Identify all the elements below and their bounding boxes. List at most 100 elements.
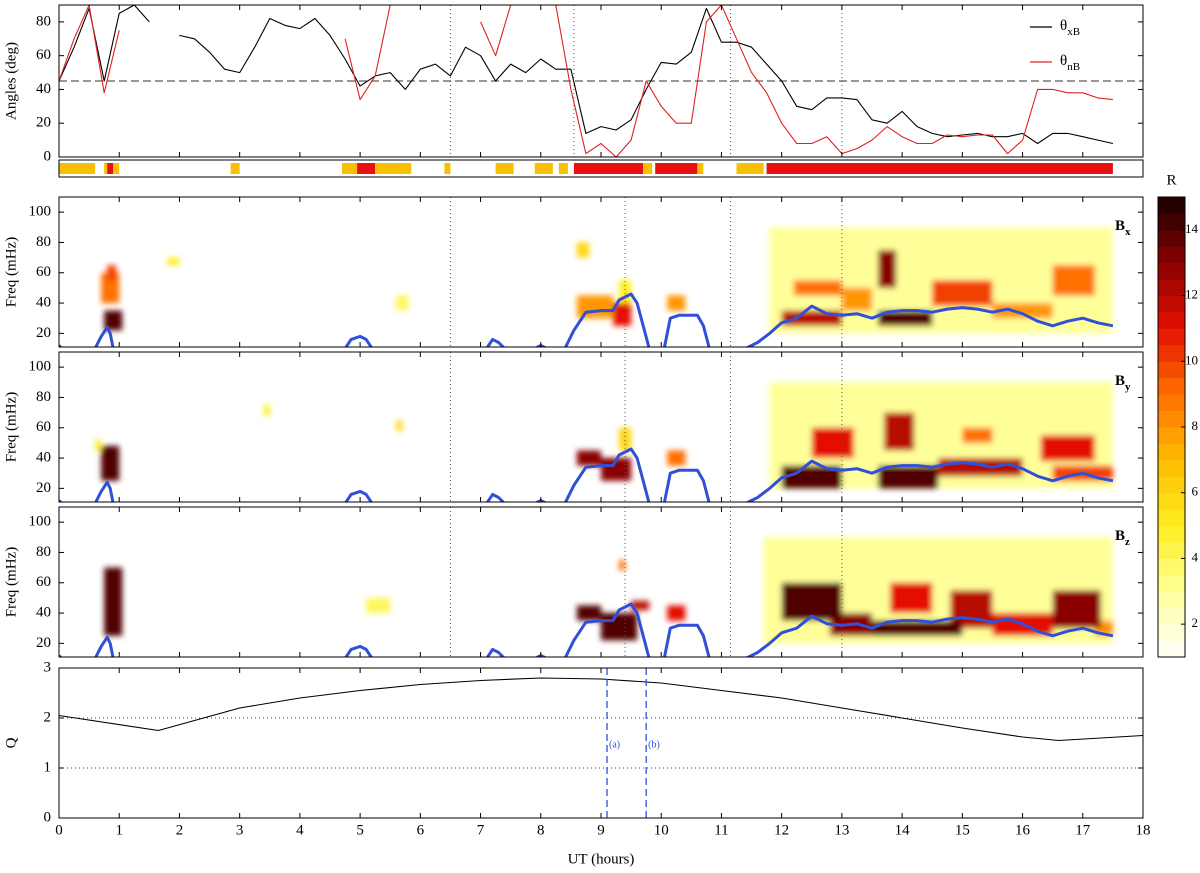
- y-axis-label: Freq (mHz): [3, 237, 19, 307]
- colorbar-cell: [1158, 377, 1185, 395]
- segment: [107, 163, 114, 174]
- event-label: (a): [609, 739, 620, 750]
- x-tick-label: 6: [417, 822, 425, 838]
- colorbar-cell: [1158, 443, 1185, 461]
- heatmap-cell: [878, 250, 897, 288]
- x-tick-label: 17: [1075, 822, 1091, 838]
- plot-area: [59, 507, 1114, 657]
- heatmap-cell: [576, 242, 589, 258]
- heatmap-cell: [601, 613, 638, 641]
- x-tick-label: 1: [115, 822, 123, 838]
- colorbar-cell: [1158, 525, 1185, 543]
- panel-label: Bz: [1115, 528, 1130, 547]
- colorbar-cell: [1158, 459, 1185, 477]
- heatmap-cell: [619, 427, 632, 451]
- segment: [534, 163, 553, 174]
- x-tick-label: 2: [176, 822, 184, 838]
- segment: [444, 163, 451, 174]
- heatmap: [101, 227, 1113, 334]
- heatmap-cell: [992, 303, 1053, 319]
- x-tick-label: 15: [955, 822, 970, 838]
- y-tick-label: 60: [36, 47, 51, 63]
- segment: [643, 163, 653, 174]
- y-axis-label: Angles (deg): [3, 42, 19, 120]
- heatmap-cell: [613, 303, 632, 326]
- segment: [558, 163, 568, 174]
- heatmap: [104, 537, 1113, 644]
- x-tick-label: 7: [477, 822, 485, 838]
- colorbar-cell: [1158, 492, 1185, 510]
- colorbar-cell: [1158, 640, 1185, 658]
- colorbar-cell: [1158, 328, 1185, 346]
- heatmap-cell: [793, 280, 842, 296]
- x-tick-label: 8: [537, 822, 545, 838]
- colorbar-tick-label: 8: [1192, 418, 1199, 433]
- segment: [230, 163, 240, 174]
- legend-entry: θnB: [1060, 53, 1080, 72]
- colorbar-cell: [1158, 295, 1185, 313]
- plot-area: [59, 163, 1113, 174]
- colorbar-cell: [1158, 607, 1185, 625]
- x-tick-label: 5: [356, 822, 364, 838]
- segment: [375, 163, 412, 174]
- colorbar-tick-label: 12: [1185, 287, 1198, 302]
- heatmap-cell: [101, 445, 120, 481]
- colorbar-cell: [1158, 624, 1185, 642]
- y-tick-label: 100: [29, 204, 52, 220]
- y-tick-label: 40: [36, 449, 51, 465]
- heatmap-cell: [841, 287, 872, 311]
- heatmap-cell: [366, 597, 391, 614]
- colorbar-cell: [1158, 476, 1185, 494]
- colorbar-cell: [1158, 394, 1185, 412]
- plot-area: [59, 5, 1143, 157]
- panel-label: By: [1115, 373, 1131, 392]
- segment: [342, 163, 358, 174]
- segment: [766, 163, 1113, 174]
- y-tick-label: 0: [44, 809, 52, 825]
- data-line: [59, 5, 1113, 157]
- heatmap-cell: [576, 295, 614, 319]
- x-tick-label: 13: [834, 822, 849, 838]
- heatmap-cell: [667, 605, 686, 621]
- y-tick-label: 20: [36, 325, 51, 341]
- colorbar-cell: [1158, 213, 1185, 231]
- x-tick-label: 18: [1136, 822, 1151, 838]
- heatmap-cell: [1052, 265, 1095, 296]
- heatmap-cell: [601, 458, 632, 481]
- segment: [697, 163, 704, 174]
- heatmap-cell: [932, 280, 993, 307]
- x-tick-label: 3: [236, 822, 244, 838]
- x-tick-label: 0: [55, 822, 63, 838]
- heatmap-cell: [938, 458, 1023, 477]
- colorbar-cell: [1158, 542, 1185, 559]
- y-tick-label: 40: [36, 604, 51, 620]
- heatmap: [95, 382, 1113, 489]
- heatmap-cell: [107, 265, 117, 281]
- heatmap-cell: [667, 295, 686, 311]
- heatmap-cell: [1040, 435, 1095, 462]
- y-tick-label: 20: [36, 635, 51, 651]
- x-tick-label: 11: [714, 822, 728, 838]
- x-tick-label: 10: [654, 822, 669, 838]
- colorbar-cell: [1158, 558, 1185, 576]
- heatmap-cell: [396, 420, 403, 431]
- colorbar-tick-label: 14: [1185, 221, 1199, 236]
- heatmap-cell: [1052, 590, 1101, 629]
- y-tick-label: 40: [36, 294, 51, 310]
- x-tick-label: 4: [296, 822, 304, 838]
- y-tick-label: 80: [36, 13, 51, 29]
- segment: [104, 163, 108, 174]
- y-tick-label: 0: [44, 148, 52, 164]
- heatmap-cell: [811, 427, 854, 459]
- colorbar-cell: [1158, 574, 1185, 592]
- y-tick-label: 1: [44, 759, 52, 775]
- colorbar-tick-label: 2: [1192, 615, 1199, 630]
- colorbar-cell: [1158, 246, 1185, 264]
- y-tick-label: 100: [29, 514, 52, 530]
- y-tick-label: 20: [36, 115, 51, 131]
- y-axis-label: Freq (mHz): [3, 547, 19, 617]
- colorbar-label: R: [1166, 172, 1176, 188]
- colorbar-cell: [1158, 591, 1185, 609]
- y-axis-label: Q: [3, 737, 19, 748]
- y-tick-label: 20: [36, 480, 51, 496]
